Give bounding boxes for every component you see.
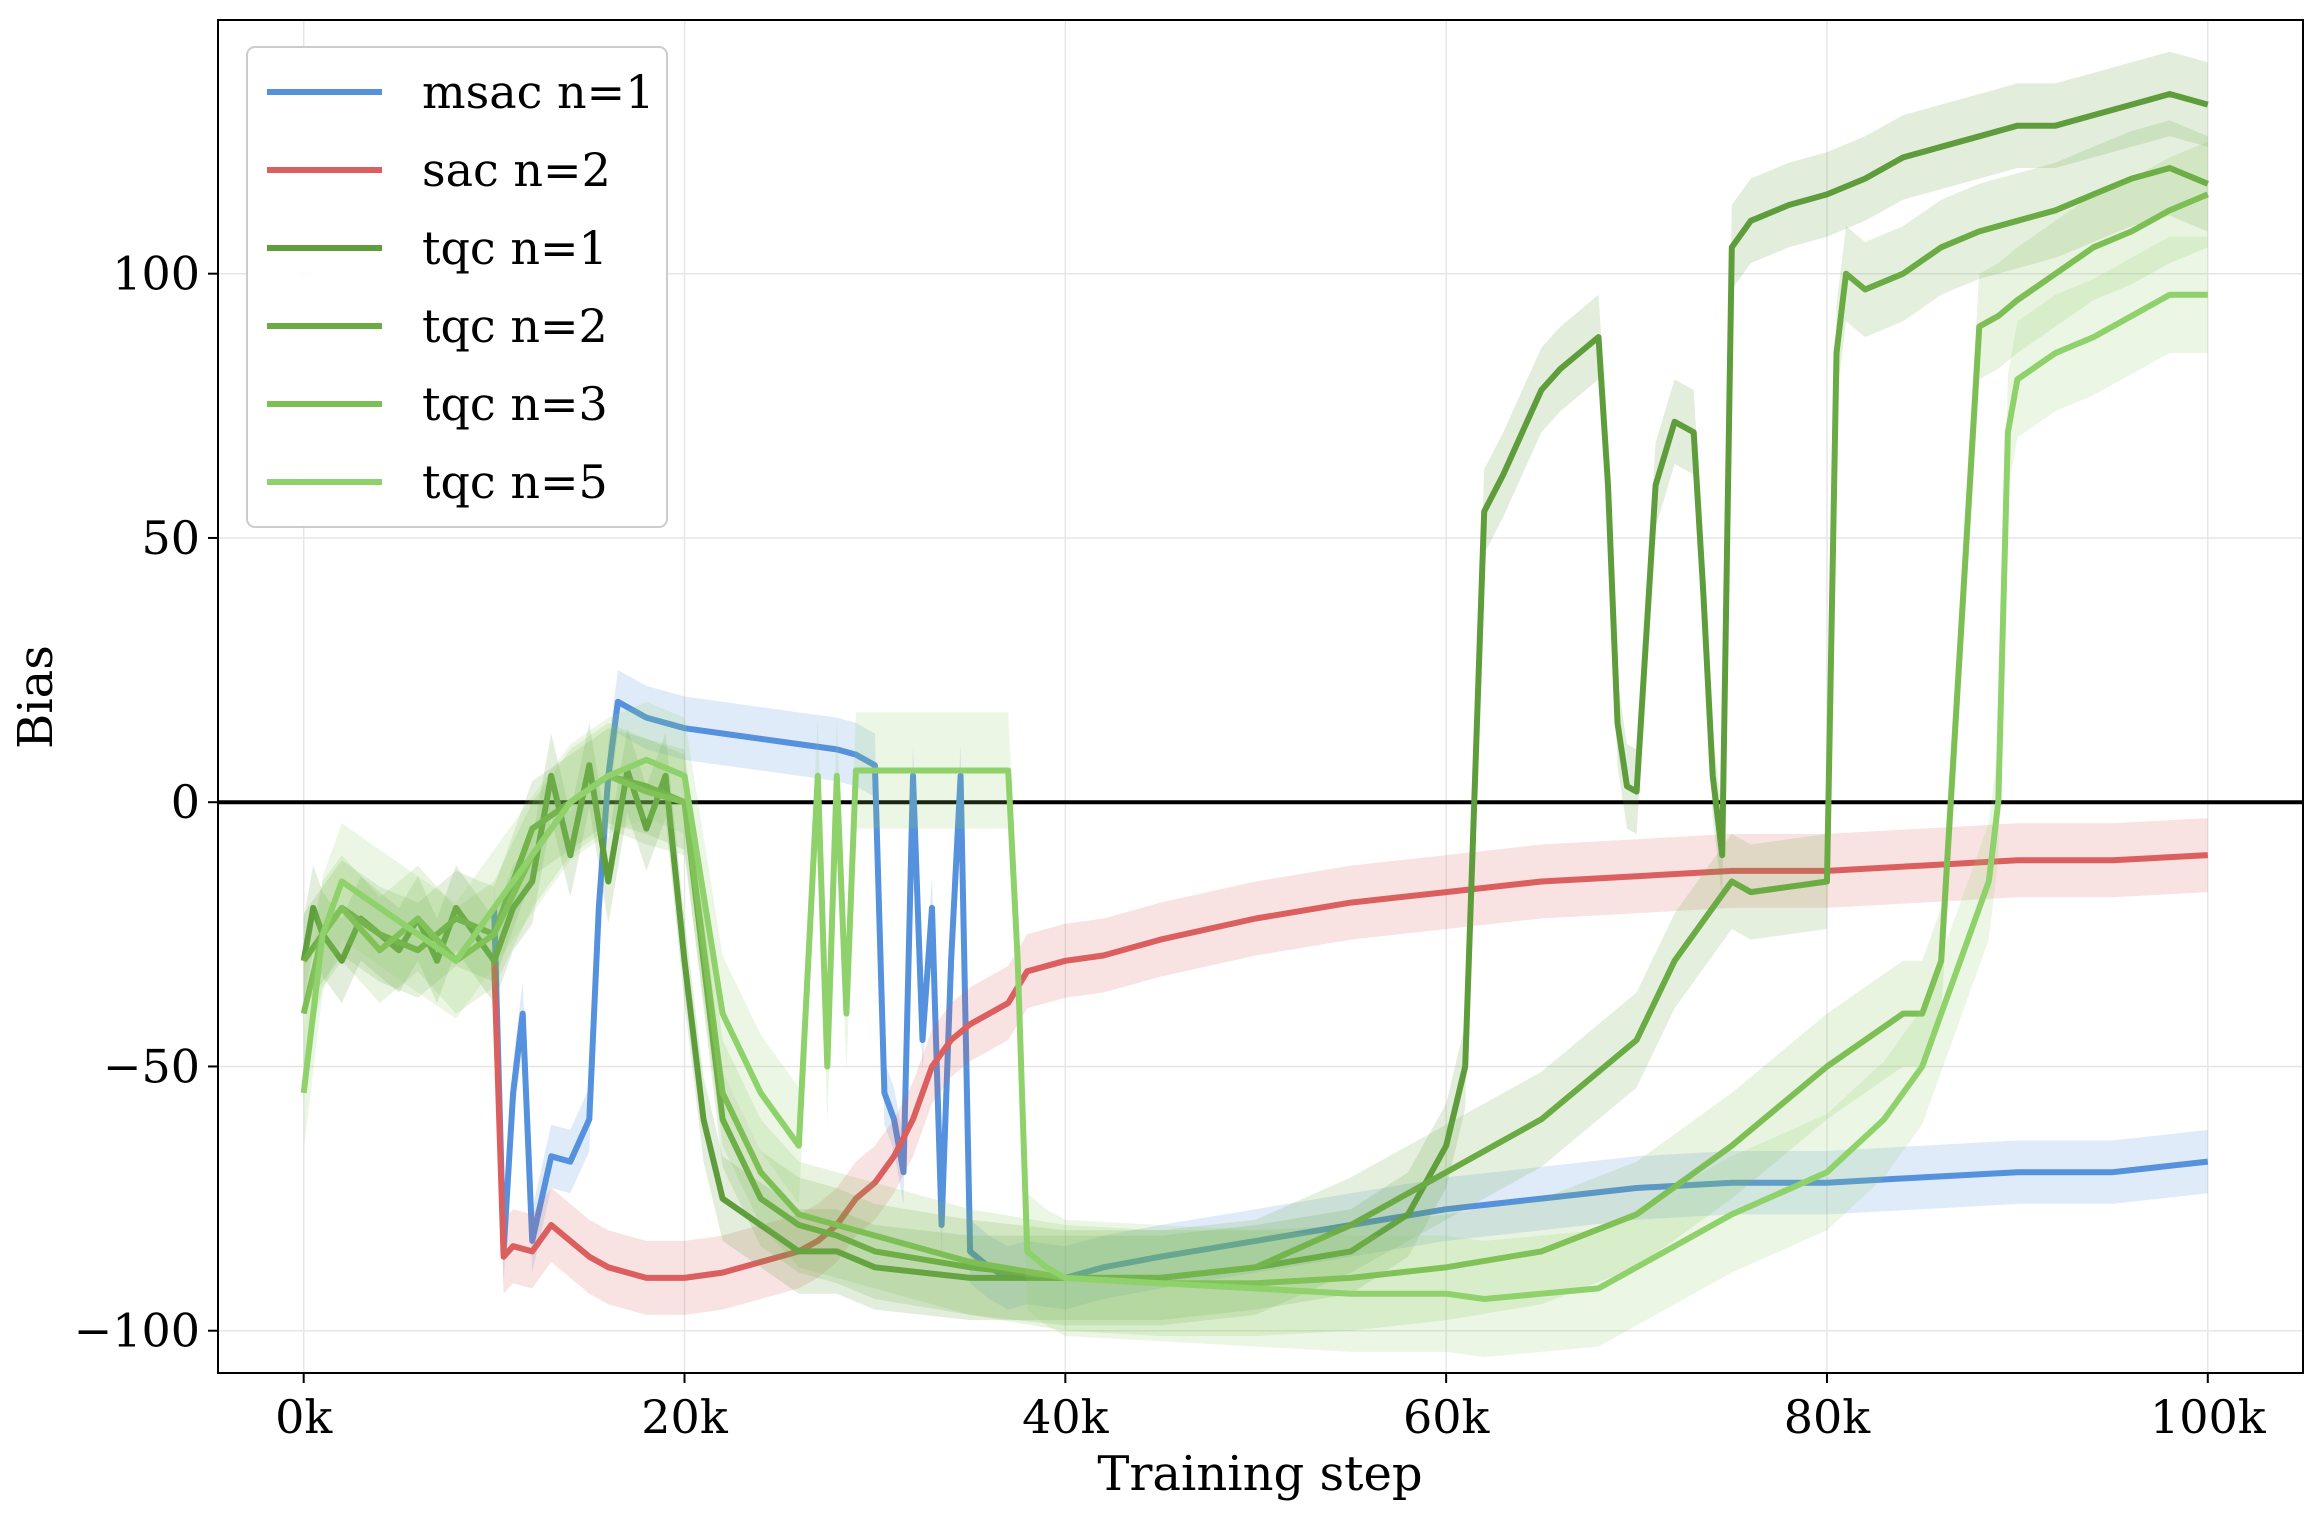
legend: msac n=1 sac n=2 tqc n=1 tqc n=2 tqc n=3 tqc …	[246, 46, 668, 528]
confidence-band	[303, 120, 2208, 1326]
x-tick-label: 20k	[641, 1390, 729, 1444]
x-axis-ticks: 0k 20k 40k 60k 80k 100k	[275, 1373, 2267, 1444]
y-axis-ticks: −100 −50 0 50 100	[74, 247, 218, 1358]
legend-label: msac n=1	[422, 65, 654, 119]
series-line	[300, 291, 2208, 1302]
series-line	[491, 698, 2209, 1281]
legend-label: tqc n=5	[422, 455, 608, 509]
y-tick-label: 100	[112, 247, 200, 301]
plot-frame	[217, 19, 2304, 1374]
x-tick-label: 40k	[1022, 1390, 1110, 1444]
series-msac-n-1	[491, 670, 2209, 1310]
legend-label: tqc n=1	[422, 221, 608, 275]
x-tick-label: 100k	[2150, 1390, 2267, 1444]
x-axis-label: Training step	[1097, 1446, 1422, 1502]
y-tick-label: −100	[74, 1304, 200, 1358]
x-tick-label: 0k	[275, 1390, 333, 1444]
legend-label: tqc n=3	[422, 377, 608, 431]
series-sac-n-2	[491, 818, 2208, 1315]
series-layer	[300, 51, 2209, 1358]
confidence-band	[494, 818, 2208, 1315]
series-line	[491, 852, 2208, 1281]
series-line	[301, 165, 2209, 1281]
x-tick-label: 80k	[1784, 1390, 1872, 1444]
x-tick-label: 60k	[1403, 1390, 1491, 1444]
confidence-band	[494, 670, 2208, 1310]
series-line	[300, 91, 2209, 1281]
legend-label: sac n=2	[422, 143, 611, 197]
series-tqc-n-5	[300, 236, 2208, 1358]
legend-label: tqc n=2	[422, 299, 608, 353]
y-tick-label: 50	[141, 511, 200, 565]
series-tqc-n-1	[300, 51, 2209, 1321]
confidence-band	[303, 141, 2208, 1337]
series-tqc-n-2	[301, 120, 2209, 1326]
y-tick-label: −50	[103, 1039, 200, 1093]
y-tick-label: 0	[171, 775, 200, 829]
y-axis-label: Bias	[8, 645, 64, 749]
confidence-band	[303, 236, 2208, 1358]
